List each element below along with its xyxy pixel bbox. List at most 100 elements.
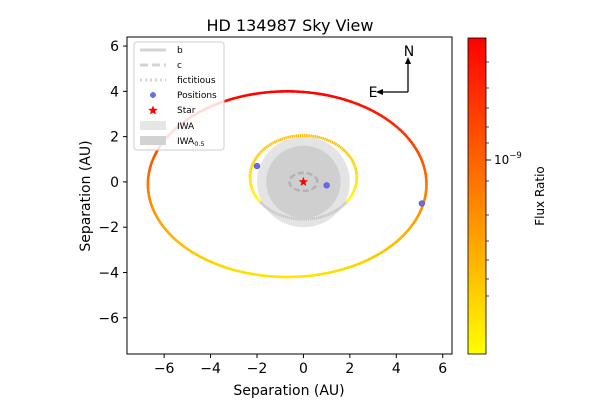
orbit-fictitious-segment	[280, 137, 284, 141]
orbit-c	[288, 171, 319, 193]
orbit-fictitious-segment	[340, 146, 344, 151]
orbit-fictitious-segment	[252, 160, 256, 164]
star-marker	[298, 176, 309, 186]
legend-label-iwa05-main: IWA	[177, 137, 195, 147]
colorbar-label: Flux Ratio	[533, 166, 547, 226]
orbit-fictitious-segment	[338, 145, 343, 149]
orbit-fictitious-segment	[352, 189, 356, 193]
orbit-fictitious-segment	[274, 139, 278, 143]
orbit-fictitious-segment	[346, 198, 351, 202]
orbit-fictitious-segment	[250, 186, 254, 190]
orbit-fictitious-segment	[253, 194, 258, 198]
orbit-fictitious-segment	[345, 199, 349, 203]
orbit-fictitious-segment	[257, 199, 262, 203]
orbit-fictitious-segment	[348, 195, 353, 199]
orbit-fictitious-segment	[353, 165, 357, 169]
orbit-fictitious-segment	[353, 186, 357, 190]
orbit-fictitious-segment	[347, 154, 352, 158]
y-tick-label: 0	[110, 175, 119, 191]
orbit-fictitious-segment	[282, 136, 286, 141]
x-tick-label: 2	[345, 361, 354, 377]
orbit-layer	[146, 90, 428, 279]
orbit-fictitious-segment	[352, 162, 356, 166]
orbit-fictitious-segment	[266, 206, 270, 211]
orbit-fictitious-segment	[344, 201, 348, 205]
orbit-fictitious	[248, 134, 359, 221]
x-axis-ticks: −6 −4 −2 0 2 4 6	[154, 354, 447, 377]
legend-label-iwa: IWA	[177, 122, 195, 132]
x-tick-label: 0	[299, 361, 308, 377]
orbit-fictitious-segment	[334, 209, 338, 213]
orbit-fictitious-segment	[259, 150, 263, 154]
north-arrow-head	[405, 57, 411, 64]
legend: b c fictitious Positions Star IWA IWA0.5	[133, 41, 225, 151]
compass: N E	[369, 44, 415, 101]
legend-label-star: Star	[177, 106, 196, 116]
orbit-fictitious-segment	[327, 212, 331, 217]
orbit-fictitious-segment	[250, 165, 254, 169]
orbit-fictitious-segment	[350, 192, 354, 196]
orbit-fictitious-segment	[252, 191, 256, 195]
y-axis-ticks: −6 −4 −2 0 2 4 6	[98, 39, 127, 327]
orbit-b	[146, 90, 428, 279]
orbit-fictitious-segment	[264, 205, 269, 210]
colorbar-tick-label: 10−9	[494, 151, 522, 167]
orbit-fictitious-segment	[267, 208, 272, 212]
orbit-fictitious-segment	[345, 151, 349, 156]
x-tick-label: −6	[154, 361, 175, 377]
orbit-fictitious-segment	[273, 140, 277, 144]
x-axis-label: Separation (AU)	[233, 383, 344, 399]
orbit-fictitious-segment	[260, 202, 264, 206]
orbit-fictitious-segment	[341, 203, 345, 207]
orbit-fictitious-segment	[328, 211, 332, 216]
orbit-fictitious-segment	[253, 157, 258, 161]
orbit-fictitious-segment	[343, 149, 347, 153]
orbit-fictitious-segment	[335, 143, 339, 147]
legend-label-positions: Positions	[177, 91, 217, 101]
orbit-fictitious-segment	[323, 137, 327, 141]
orbit-fictitious-segment	[328, 139, 332, 143]
orbit-fictitious-segment	[284, 136, 288, 140]
legend-swatch-iwa	[140, 121, 166, 130]
orbit-fictitious-segment	[263, 204, 267, 209]
legend-swatch-star	[148, 105, 158, 115]
orbit-fictitious-segment	[256, 198, 261, 202]
orbit-fictitious-segment	[278, 138, 282, 142]
orbit-fictitious-segment	[352, 188, 357, 191]
orbit-fictitious-segment	[271, 210, 275, 214]
legend-label-iwa05: IWA0.5	[177, 137, 205, 148]
orbit-fictitious-segment	[260, 149, 264, 153]
y-tick-label: −4	[98, 265, 119, 281]
legend-swatch-positions	[150, 92, 156, 98]
chart-title: HD 134987 Sky View	[207, 16, 374, 35]
colorbar-tick-base: 10	[494, 153, 509, 167]
legend-label-iwa05-sub: 0.5	[194, 140, 204, 148]
orbit-fictitious-segment	[259, 201, 263, 205]
y-tick-label: 6	[110, 39, 119, 55]
orbit-fictitious-segment	[351, 160, 355, 164]
orbit-fictitious-segment	[269, 142, 273, 146]
orbit-fictitious-segment	[349, 194, 354, 198]
orbit-fictitious-segment	[271, 141, 275, 145]
orbit-fictitious-segment	[332, 210, 336, 214]
orbit-fictitious-segment	[337, 144, 341, 148]
orbit-fictitious-segment	[251, 162, 255, 166]
orbit-fictitious-segment	[254, 195, 259, 199]
orbit-fictitious-segment	[341, 147, 345, 152]
orbit-fictitious-segment	[254, 156, 259, 160]
orbit-fictitious-segment	[347, 197, 352, 201]
orbit-fictitious-segment	[255, 197, 260, 201]
orbit-fictitious-segment	[332, 141, 336, 145]
position-marker	[418, 200, 425, 207]
orbit-fictitious-segment	[321, 214, 325, 219]
orbit-fictitious-segment	[264, 145, 269, 149]
legend-label-fictitious: fictitious	[177, 76, 216, 86]
orbit-fictitious-segment	[250, 163, 254, 167]
orbit-fictitious-segment	[261, 203, 266, 207]
orbit-fictitious-segment	[346, 153, 351, 157]
orbit-fictitious-segment	[319, 215, 323, 219]
plot-area	[146, 90, 428, 279]
orbit-fictitious-segment	[330, 210, 334, 215]
orbit-fictitious-segment	[352, 163, 357, 167]
